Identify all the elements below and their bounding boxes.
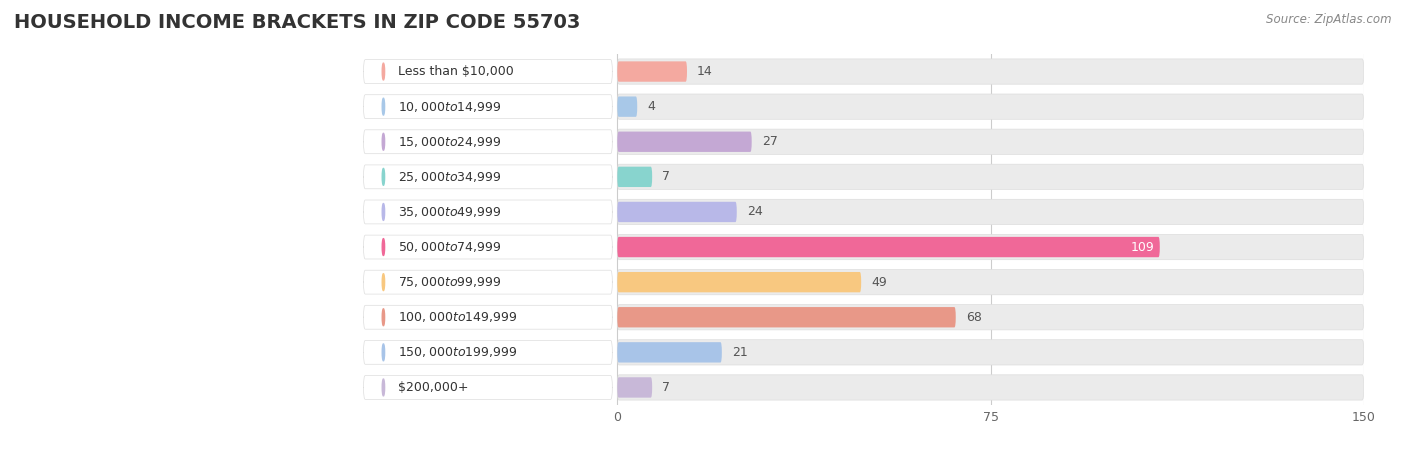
FancyBboxPatch shape [617, 307, 956, 328]
Text: 68: 68 [966, 311, 981, 324]
Text: 14: 14 [697, 65, 713, 78]
FancyBboxPatch shape [617, 164, 1364, 189]
FancyBboxPatch shape [617, 375, 1364, 400]
Text: 7: 7 [662, 171, 671, 183]
FancyBboxPatch shape [617, 340, 1364, 365]
FancyBboxPatch shape [617, 342, 721, 363]
Text: HOUSEHOLD INCOME BRACKETS IN ZIP CODE 55703: HOUSEHOLD INCOME BRACKETS IN ZIP CODE 55… [14, 14, 581, 32]
Text: $100,000 to $149,999: $100,000 to $149,999 [398, 310, 517, 324]
Text: Less than $10,000: Less than $10,000 [398, 65, 515, 78]
FancyBboxPatch shape [364, 165, 613, 189]
FancyBboxPatch shape [617, 272, 860, 292]
FancyBboxPatch shape [617, 202, 737, 222]
FancyBboxPatch shape [364, 375, 613, 400]
Text: $200,000+: $200,000+ [398, 381, 468, 394]
FancyBboxPatch shape [617, 305, 1364, 330]
Text: 4: 4 [647, 100, 655, 113]
Text: $25,000 to $34,999: $25,000 to $34,999 [398, 170, 502, 184]
Text: 7: 7 [662, 381, 671, 394]
FancyBboxPatch shape [364, 235, 613, 259]
Circle shape [382, 344, 385, 361]
FancyBboxPatch shape [364, 130, 613, 154]
FancyBboxPatch shape [617, 270, 1364, 295]
FancyBboxPatch shape [364, 270, 613, 294]
Text: 49: 49 [872, 276, 887, 288]
FancyBboxPatch shape [617, 237, 1160, 257]
Circle shape [382, 168, 385, 185]
FancyBboxPatch shape [617, 96, 637, 117]
FancyBboxPatch shape [617, 234, 1364, 260]
Circle shape [382, 98, 385, 115]
FancyBboxPatch shape [364, 200, 613, 224]
FancyBboxPatch shape [617, 199, 1364, 225]
Text: 27: 27 [762, 135, 778, 148]
FancyBboxPatch shape [617, 166, 652, 187]
Text: 109: 109 [1130, 241, 1154, 253]
Text: $50,000 to $74,999: $50,000 to $74,999 [398, 240, 502, 254]
FancyBboxPatch shape [364, 59, 613, 84]
Text: 24: 24 [747, 206, 762, 218]
FancyBboxPatch shape [617, 131, 752, 152]
FancyBboxPatch shape [364, 305, 613, 329]
Text: $75,000 to $99,999: $75,000 to $99,999 [398, 275, 502, 289]
FancyBboxPatch shape [364, 340, 613, 364]
FancyBboxPatch shape [617, 61, 688, 82]
Circle shape [382, 203, 385, 220]
FancyBboxPatch shape [364, 94, 613, 119]
FancyBboxPatch shape [617, 129, 1364, 154]
Circle shape [382, 379, 385, 396]
FancyBboxPatch shape [617, 59, 1364, 84]
Circle shape [382, 274, 385, 291]
Text: $35,000 to $49,999: $35,000 to $49,999 [398, 205, 502, 219]
Circle shape [382, 63, 385, 80]
Circle shape [382, 309, 385, 326]
FancyBboxPatch shape [617, 94, 1364, 119]
Text: $15,000 to $24,999: $15,000 to $24,999 [398, 135, 502, 149]
Circle shape [382, 238, 385, 256]
Text: Source: ZipAtlas.com: Source: ZipAtlas.com [1267, 14, 1392, 27]
FancyBboxPatch shape [617, 377, 652, 398]
Text: $150,000 to $199,999: $150,000 to $199,999 [398, 345, 517, 360]
Text: $10,000 to $14,999: $10,000 to $14,999 [398, 99, 502, 114]
Circle shape [382, 133, 385, 150]
Text: 21: 21 [731, 346, 748, 359]
